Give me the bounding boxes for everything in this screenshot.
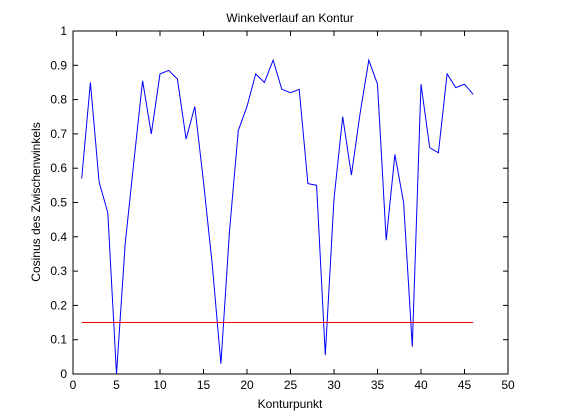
x-tick-label: 35	[371, 378, 385, 392]
x-axis-label: Konturpunkt	[258, 397, 323, 411]
y-tick-label: 0.7	[50, 127, 67, 141]
x-tick-label: 40	[414, 378, 428, 392]
y-axis-label: Cosinus des Zwischenwinkels	[29, 122, 43, 281]
y-axis: 0 0.1 0.2 0.3 0.4 0.5 0.6 0.7 0.8 0.9 1	[50, 24, 508, 381]
x-tick-label: 30	[327, 378, 341, 392]
y-tick-label: 0.6	[50, 161, 67, 175]
x-tick-label: 5	[113, 378, 120, 392]
x-tick-label: 45	[458, 378, 472, 392]
x-axis: 0 5 10 15 20 25 30 35 40 45 50	[70, 31, 515, 392]
x-tick-label: 0	[70, 378, 77, 392]
y-tick-label: 0.5	[50, 196, 67, 210]
y-tick-label: 0	[60, 367, 67, 381]
x-tick-label: 20	[240, 378, 254, 392]
x-tick-label: 10	[153, 378, 167, 392]
y-tick-label: 0.9	[50, 58, 67, 72]
x-tick-label: 25	[284, 378, 298, 392]
y-tick-label: 1	[60, 24, 67, 38]
y-tick-label: 0.1	[50, 333, 67, 347]
x-tick-label: 15	[197, 378, 211, 392]
x-tick-label: 50	[501, 378, 515, 392]
angle-cosine-line	[81, 58, 474, 375]
y-tick-label: 0.2	[50, 298, 67, 312]
y-tick-label: 0.3	[50, 264, 67, 278]
y-tick-label: 0.8	[50, 93, 67, 107]
chart-title: Winkelverlauf an Kontur	[226, 11, 353, 25]
series-layer	[81, 58, 474, 375]
y-tick-label: 0.4	[50, 230, 67, 244]
plot-area	[72, 30, 509, 375]
